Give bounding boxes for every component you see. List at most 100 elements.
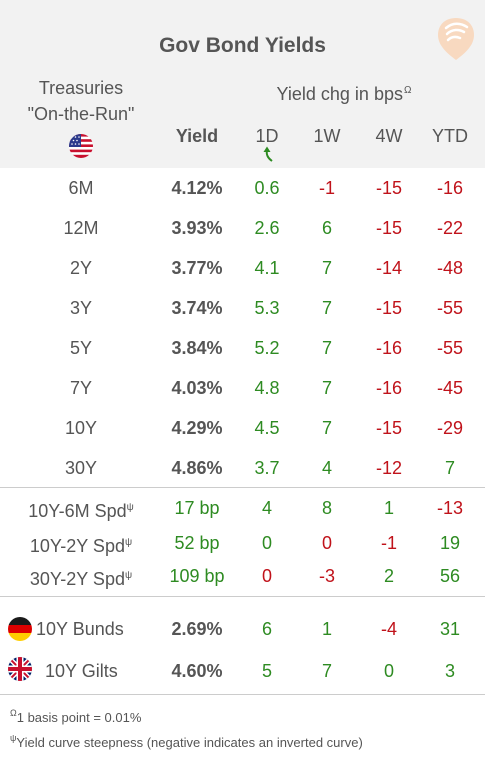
change-4w: -15 [375, 418, 402, 438]
uk-flag-icon [8, 657, 32, 681]
column-header-1w: 1W [313, 126, 341, 146]
change-1w: 7 [321, 418, 332, 438]
table-row: 30Y-2Y Spdψ 109 bp 0 -3 2 56 [0, 560, 485, 590]
change-4w: 2 [383, 566, 394, 586]
change-4w: -15 [375, 218, 402, 238]
change-4w: -15 [375, 178, 402, 198]
change-ytd: -22 [436, 218, 463, 238]
bond-label: 10Y Gilts [45, 661, 118, 681]
yield-value: 3.74% [171, 298, 223, 318]
column-header-ytd: YTD [432, 126, 468, 146]
change-1w: 0 [321, 533, 332, 553]
change-4w: -15 [375, 298, 402, 318]
footnote-divider [0, 694, 485, 695]
yield-value: 2.69% [171, 619, 223, 639]
yield-value: 3.84% [171, 338, 223, 358]
change-1d: 3.7 [254, 458, 280, 478]
yield-value: 4.86% [171, 458, 223, 478]
change-ytd: 56 [439, 566, 461, 586]
change-1d: 0 [261, 566, 272, 586]
change-4w: -12 [375, 458, 402, 478]
change-1w: -1 [318, 178, 335, 198]
change-ytd: -48 [436, 258, 463, 278]
change-1w: 6 [321, 218, 332, 238]
change-1d: 5 [261, 661, 272, 681]
germany-flag-icon [8, 617, 32, 641]
table-row: 7Y 4.03% 4.8 7 -16 -45 [0, 372, 485, 402]
change-1d: 0 [261, 533, 272, 553]
table-row: 10Y-2Y Spdψ 52 bp 0 0 -1 19 [0, 527, 485, 557]
psi-footnote-mark: ψ [124, 570, 133, 581]
spread-label: 10Y-6M Spdψ [10, 497, 152, 521]
change-1d: 4.1 [254, 258, 280, 278]
spread-name: 30Y-2Y Spd [29, 569, 125, 589]
change-ytd: -13 [436, 498, 463, 518]
change-ytd: 19 [439, 533, 461, 553]
table-row: 10Y-6M Spdψ 17 bp 4 8 1 -13 [0, 492, 485, 522]
change-ytd: -29 [436, 418, 463, 438]
change-4w: 1 [383, 498, 394, 518]
change-4w: -1 [380, 533, 397, 553]
footnote-steepness: ψYield curve steepness (negative indicat… [10, 733, 363, 750]
omega-footnote-mark: Ω [403, 85, 412, 96]
tenor-label: 5Y [69, 338, 93, 358]
change-ytd: -55 [436, 338, 463, 358]
spread-value: 17 bp [174, 498, 220, 518]
change-1w: 1 [321, 619, 332, 639]
spread-name: 10Y-6M Spd [28, 501, 127, 521]
spread-label: 30Y-2Y Spdψ [10, 565, 152, 589]
change-4w: -16 [375, 378, 402, 398]
change-4w: 0 [383, 661, 394, 681]
change-ytd: -55 [436, 298, 463, 318]
change-1w: 7 [321, 378, 332, 398]
change-4w: -14 [375, 258, 402, 278]
column-header-4w: 4W [375, 126, 403, 146]
footnote-basis-point: Ω1 basis point = 0.01% [10, 708, 141, 725]
tenor-label: 7Y [69, 378, 93, 398]
section-divider [0, 487, 485, 488]
table-row: 10Y Bunds 2.69% 6 1 -4 31 [0, 613, 485, 643]
column-header-1d: 1D [255, 126, 279, 146]
change-1w: -3 [318, 566, 335, 586]
change-1d: 5.2 [254, 338, 280, 358]
change-1d: 4.5 [254, 418, 280, 438]
change-1w: 7 [321, 338, 332, 358]
change-1d: 4.8 [254, 378, 280, 398]
table-row: 12M 3.93% 2.6 6 -15 -22 [0, 212, 485, 242]
change-1d: 2.6 [254, 218, 280, 238]
yield-value: 4.29% [171, 418, 223, 438]
change-ytd: 31 [439, 619, 461, 639]
spread-label: 10Y-2Y Spdψ [10, 532, 152, 556]
footnote-text: 1 basis point = 0.01% [16, 710, 142, 725]
yield-change-header: Yield chg in bpsΩ [240, 84, 448, 105]
spread-value: 109 bp [169, 566, 225, 586]
footnote-text: Yield curve steepness (negative indicate… [16, 735, 363, 750]
yield-value: 4.12% [171, 178, 223, 198]
psi-footnote-mark: ψ [10, 733, 17, 743]
change-1w: 7 [321, 661, 332, 681]
change-1d: 5.3 [254, 298, 280, 318]
table-row: 5Y 3.84% 5.2 7 -16 -55 [0, 332, 485, 362]
change-ytd: 3 [444, 661, 455, 681]
tenor-label: 3Y [69, 298, 93, 318]
psi-footnote-mark: ψ [126, 502, 134, 513]
change-1w: 4 [321, 458, 332, 478]
page-title: Gov Bond Yields [159, 34, 326, 57]
table-row: 10Y Gilts 4.60% 5 7 0 3 [0, 655, 485, 685]
yield-value: 3.77% [171, 258, 223, 278]
change-4w: -16 [375, 338, 402, 358]
tenor-label: 6M [68, 178, 94, 198]
yield-value: 3.93% [171, 218, 223, 238]
us-flag-icon [69, 134, 93, 158]
change-1w: 7 [321, 298, 332, 318]
tenor-label: 2Y [69, 258, 93, 278]
table-row: 3Y 3.74% 5.3 7 -15 -55 [0, 292, 485, 322]
spread-name: 10Y-2Y Spd [29, 536, 125, 556]
omega-footnote-mark: Ω [10, 708, 17, 718]
change-1d: 0.6 [254, 178, 280, 198]
change-1d: 4 [261, 498, 272, 518]
on-the-run-label: "On-the-Run" [27, 104, 135, 124]
table-row: 30Y 4.86% 3.7 4 -12 7 [0, 452, 485, 482]
tenor-label: 10Y [64, 418, 98, 438]
table-row: 10Y 4.29% 4.5 7 -15 -29 [0, 412, 485, 442]
